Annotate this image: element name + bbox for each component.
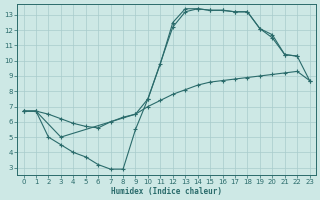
X-axis label: Humidex (Indice chaleur): Humidex (Indice chaleur)	[111, 187, 222, 196]
